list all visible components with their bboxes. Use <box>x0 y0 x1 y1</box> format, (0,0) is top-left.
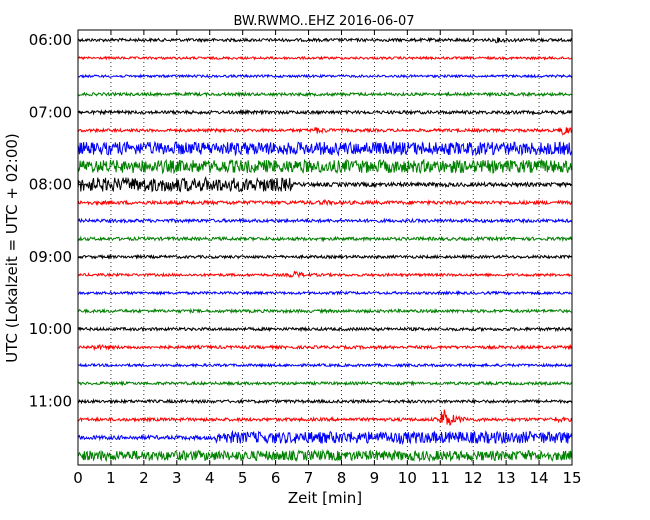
plot-frame <box>77 29 573 466</box>
seismic-trace <box>77 217 573 225</box>
x-tick-label: 2 <box>139 469 149 487</box>
y-tick-label: 11:00 <box>29 392 72 410</box>
y-tick-label: 09:00 <box>29 248 72 266</box>
seismic-trace <box>77 307 573 315</box>
seismic-trace <box>77 198 573 207</box>
x-tick-label: 11 <box>431 469 450 487</box>
seismic-trace <box>77 270 573 279</box>
trace-lines <box>77 36 573 463</box>
seismic-trace <box>77 380 573 387</box>
x-tick-label: 6 <box>271 469 281 487</box>
y-axis-title: UTC (Lokalzeit = UTC + 02:00) <box>3 133 21 363</box>
x-tick-label: 10 <box>398 469 417 487</box>
x-tick-label: 4 <box>205 469 215 487</box>
x-tick-label: 14 <box>530 469 549 487</box>
seismic-trace <box>77 36 573 44</box>
x-tick-label: 13 <box>497 469 516 487</box>
x-axis-ticks: 0 1 2 3 4 5 6 7 8 9 10 11 12 13 14 15 <box>73 30 582 487</box>
x-tick-label: 0 <box>73 469 83 487</box>
seismic-trace <box>77 362 573 369</box>
x-tick-label: 1 <box>106 469 116 487</box>
y-tick-label: 06:00 <box>29 31 72 49</box>
seismic-trace <box>77 108 573 116</box>
seismic-trace <box>77 253 573 260</box>
seismic-trace <box>77 409 573 426</box>
x-tick-label: 5 <box>238 469 248 487</box>
seismic-trace <box>77 325 573 333</box>
seismic-trace <box>77 127 573 136</box>
seismic-trace <box>77 176 573 193</box>
seismic-trace <box>77 398 573 405</box>
seismic-trace <box>77 90 573 98</box>
y-axis-ticks: 06:00 07:00 08:00 09:00 10:00 11:00 <box>29 31 572 410</box>
seismic-trace <box>77 158 573 175</box>
y-tick-label: 10:00 <box>29 320 72 338</box>
x-tick-label: 8 <box>337 469 347 487</box>
seismic-trace <box>77 73 573 79</box>
y-tick-label: 07:00 <box>29 103 72 121</box>
seismic-trace <box>77 55 573 61</box>
x-tick-label: 12 <box>464 469 483 487</box>
chart-title: BW.RWMO..EHZ 2016-06-07 <box>233 14 414 29</box>
seismic-trace <box>77 429 573 446</box>
x-tick-label: 3 <box>172 469 182 487</box>
grid-lines <box>110 30 540 465</box>
x-tick-label: 9 <box>370 469 380 487</box>
y-tick-label: 08:00 <box>29 176 72 194</box>
seismic-trace <box>77 289 573 297</box>
x-tick-label: 7 <box>304 469 314 487</box>
seismic-trace <box>77 140 573 157</box>
seismic-trace <box>77 448 573 463</box>
seismic-trace <box>77 343 573 352</box>
x-axis-title: Zeit [min] <box>288 489 362 507</box>
x-tick-label: 15 <box>562 469 581 487</box>
seismic-trace <box>77 235 573 243</box>
